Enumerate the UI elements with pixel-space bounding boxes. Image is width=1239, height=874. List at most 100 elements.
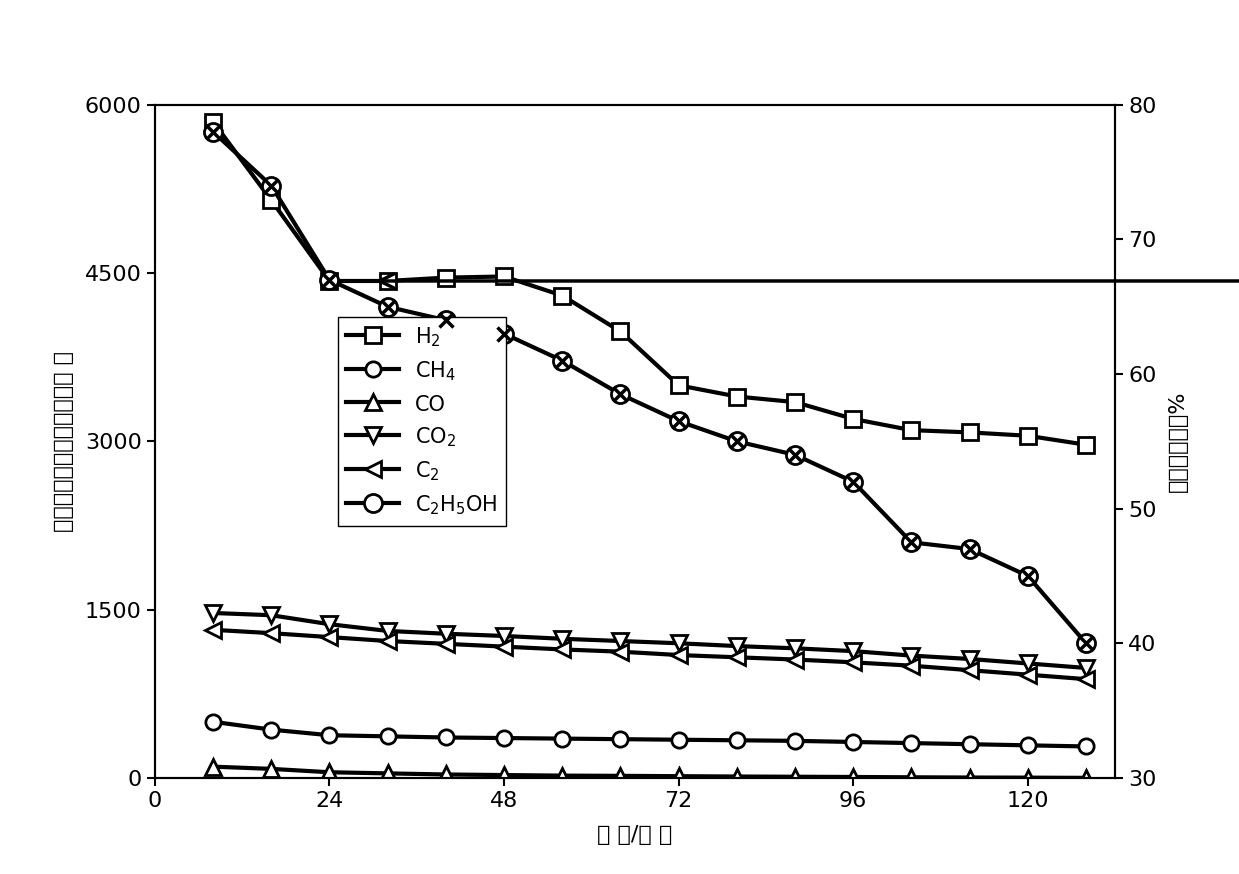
Y-axis label: 气体产生速率／微摩尔每分 钟: 气体产生速率／微摩尔每分 钟 xyxy=(53,350,73,532)
C$_2$H$_5$OH xyxy=(1079,638,1094,649)
CH$_4$ xyxy=(788,736,803,746)
CH$_4$ xyxy=(380,732,395,742)
CO$_2$ xyxy=(1079,662,1094,673)
CO$_2$ xyxy=(846,646,861,656)
C$_2$H$_5$OH xyxy=(439,315,453,325)
CO xyxy=(555,770,570,780)
H$_2$ xyxy=(555,290,570,301)
CH$_4$ xyxy=(904,738,919,748)
H$_2$ xyxy=(730,392,745,402)
H$_2$ xyxy=(439,273,453,283)
CO xyxy=(439,769,453,780)
CH$_4$ xyxy=(555,733,570,744)
CO$_2$ xyxy=(904,650,919,661)
C$_2$ xyxy=(497,642,512,652)
C$_2$H$_5$OH xyxy=(788,449,803,460)
CH$_4$ xyxy=(1079,741,1094,752)
C$_2$H$_5$OH xyxy=(206,127,221,137)
C$_2$H$_5$OH xyxy=(846,476,861,487)
C$_2$H$_5$OH xyxy=(904,537,919,547)
H$_2$ xyxy=(963,427,978,438)
C$_2$ xyxy=(1079,674,1094,684)
CO xyxy=(1021,773,1036,783)
H$_2$ xyxy=(322,275,337,286)
H$_2$ xyxy=(206,116,221,127)
CO$_2$ xyxy=(963,654,978,664)
CO$_2$ xyxy=(322,619,337,629)
C$_2$ xyxy=(730,652,745,662)
CO$_2$ xyxy=(1021,658,1036,669)
C$_2$ xyxy=(439,639,453,649)
CO$_2$ xyxy=(206,607,221,618)
H$_2$ xyxy=(1021,431,1036,441)
C$_2$ xyxy=(672,649,686,660)
CO xyxy=(672,771,686,781)
C$_2$H$_5$OH xyxy=(963,544,978,554)
CO xyxy=(963,773,978,783)
CO xyxy=(322,767,337,778)
Line: C$_2$: C$_2$ xyxy=(206,622,1094,687)
CH$_4$ xyxy=(730,735,745,746)
C$_2$H$_5$OH xyxy=(672,416,686,427)
CO$_2$ xyxy=(672,638,686,649)
CO$_2$ xyxy=(497,631,512,642)
Line: H$_2$: H$_2$ xyxy=(206,114,1094,453)
C$_2$ xyxy=(613,647,628,657)
Legend: H$_2$, CH$_4$, CO, CO$_2$, C$_2$, C$_2$H$_5$OH: H$_2$, CH$_4$, CO, CO$_2$, C$_2$, C$_2$H… xyxy=(338,317,506,525)
CO xyxy=(264,764,279,774)
CO xyxy=(846,772,861,782)
CH$_4$ xyxy=(1021,740,1036,751)
C$_2$H$_5$OH xyxy=(555,356,570,366)
CO xyxy=(613,771,628,781)
X-axis label: 时 间/分 钟: 时 间/分 钟 xyxy=(597,825,673,845)
C$_2$ xyxy=(846,657,861,668)
H$_2$ xyxy=(264,195,279,205)
CO$_2$ xyxy=(380,626,395,636)
CO xyxy=(788,772,803,782)
Y-axis label: 乙醇转化率／%: 乙醇转化率／% xyxy=(1168,391,1188,492)
H$_2$ xyxy=(497,271,512,281)
CH$_4$ xyxy=(497,732,512,743)
CH$_4$ xyxy=(672,734,686,745)
C$_2$ xyxy=(788,655,803,665)
C$_2$ xyxy=(264,628,279,638)
C$_2$ xyxy=(206,625,221,635)
CO$_2$ xyxy=(264,610,279,621)
CH$_4$ xyxy=(439,732,453,743)
C$_2$H$_5$OH xyxy=(322,274,337,285)
CO$_2$ xyxy=(730,641,745,651)
H$_2$ xyxy=(846,413,861,424)
CO xyxy=(206,761,221,772)
CO$_2$ xyxy=(613,635,628,646)
H$_2$ xyxy=(1079,440,1094,450)
CO xyxy=(497,770,512,780)
CH$_4$ xyxy=(206,717,221,727)
C$_2$H$_5$OH xyxy=(264,180,279,191)
CO xyxy=(904,772,919,782)
Line: CO: CO xyxy=(206,759,1094,786)
Line: C$_2$H$_5$OH: C$_2$H$_5$OH xyxy=(204,122,1095,652)
CH$_4$ xyxy=(963,739,978,750)
CH$_4$ xyxy=(264,725,279,735)
H$_2$ xyxy=(672,380,686,391)
C$_2$H$_5$OH xyxy=(497,329,512,339)
C$_2$H$_5$OH xyxy=(730,436,745,447)
C$_2$H$_5$OH xyxy=(1021,571,1036,581)
CO xyxy=(1079,773,1094,783)
Line: CH$_4$: CH$_4$ xyxy=(206,714,1094,754)
CH$_4$ xyxy=(322,730,337,740)
CO xyxy=(380,768,395,779)
C$_2$ xyxy=(1021,669,1036,680)
H$_2$ xyxy=(613,326,628,336)
CH$_4$ xyxy=(846,737,861,747)
C$_2$ xyxy=(380,635,395,646)
C$_2$ xyxy=(963,665,978,676)
H$_2$ xyxy=(904,425,919,435)
CO$_2$ xyxy=(555,634,570,644)
C$_2$ xyxy=(555,644,570,655)
C$_2$H$_5$OH xyxy=(613,389,628,399)
Line: CO$_2$: CO$_2$ xyxy=(206,606,1094,676)
CH$_4$ xyxy=(613,734,628,745)
C$_2$H$_5$OH xyxy=(380,302,395,312)
CO$_2$ xyxy=(788,643,803,654)
